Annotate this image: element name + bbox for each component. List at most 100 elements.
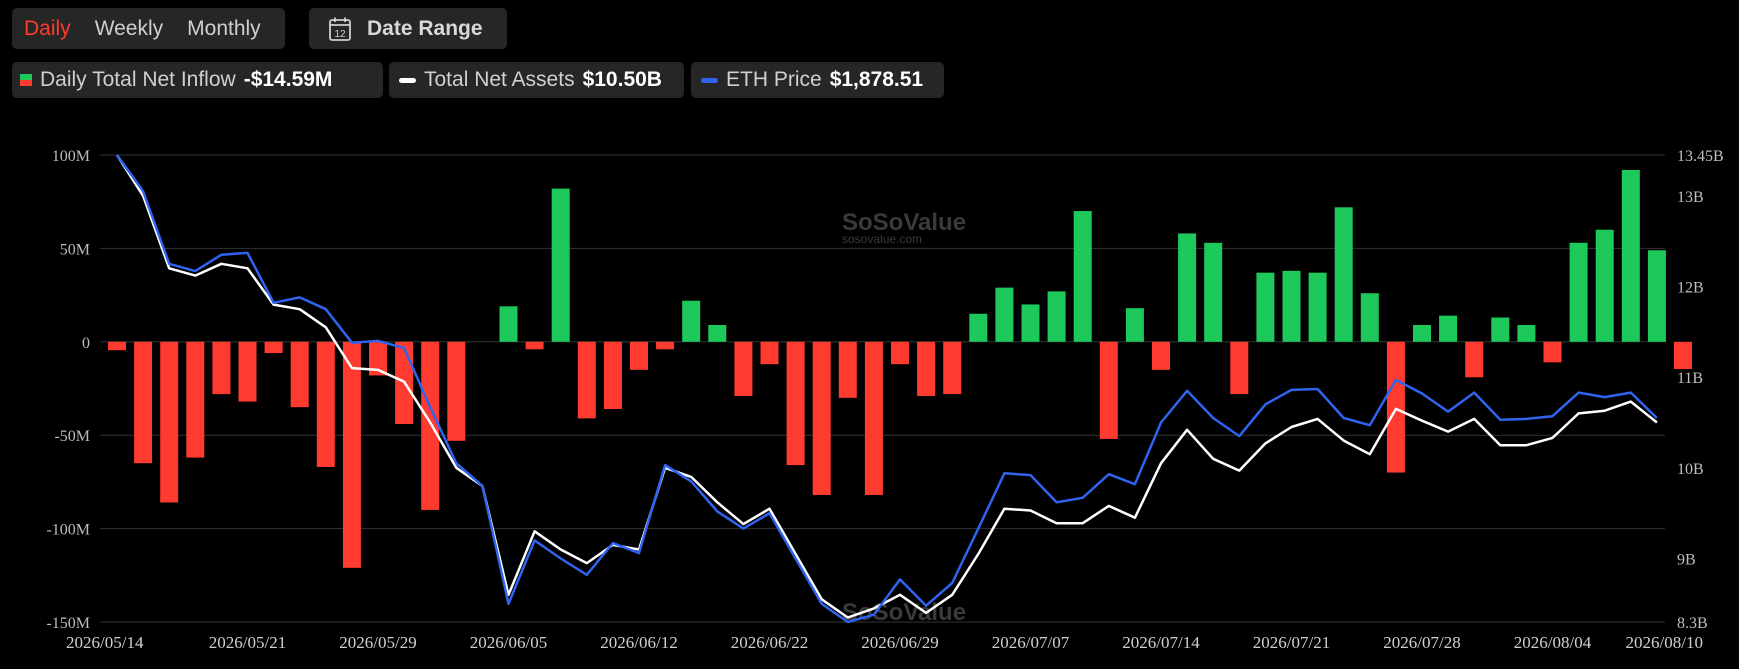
inflow-bar bbox=[1674, 341, 1692, 370]
tab-monthly[interactable]: Monthly bbox=[187, 16, 261, 40]
inflow-bar bbox=[891, 341, 909, 365]
inflow-bar bbox=[1073, 211, 1092, 342]
inflow-bar bbox=[369, 341, 387, 376]
inflow-bar bbox=[786, 341, 805, 466]
left-axis-labels: 100M 50M 0 -50M -100M -150M bbox=[46, 148, 90, 632]
inflow-bar bbox=[1256, 272, 1275, 342]
inflow-bar bbox=[969, 313, 988, 342]
inflow-bar bbox=[995, 287, 1014, 342]
x-axis-labels: 2026/05/14 2026/05/21 2026/05/29 2026/06/05… bbox=[66, 633, 1703, 652]
watermarks: SoSoValue sosovalue.com SoSoValue bbox=[842, 209, 966, 626]
inflow-bar bbox=[943, 341, 962, 395]
inflow-bar bbox=[1413, 324, 1431, 342]
inflow-bar bbox=[812, 341, 831, 495]
inflow-bar bbox=[264, 341, 283, 354]
right-axis-tick: 13.45B bbox=[1677, 148, 1724, 165]
inflow-bar bbox=[577, 341, 596, 419]
inflow-bar bbox=[238, 341, 257, 402]
inflow-bar bbox=[656, 341, 675, 350]
x-axis-tick: 2026/07/07 bbox=[992, 633, 1070, 652]
right-axis-tick: 9B bbox=[1677, 552, 1696, 569]
inflow-bar bbox=[1152, 341, 1170, 370]
inflow-bar bbox=[499, 306, 518, 342]
x-axis-tick: 2026/06/05 bbox=[470, 633, 547, 652]
inflow-bar bbox=[734, 341, 753, 396]
inflow-bar bbox=[1386, 341, 1405, 473]
right-axis-tick: 10B bbox=[1677, 461, 1704, 478]
x-axis-tick: 2026/06/12 bbox=[600, 633, 677, 652]
legend-eth-price[interactable]: ETH Price $1,878.51 bbox=[691, 62, 944, 98]
legend-daily-net-inflow[interactable]: Daily Total Net Inflow -$14.59M bbox=[12, 62, 383, 98]
inflow-bar bbox=[1099, 341, 1118, 439]
interval-tabs: Daily Weekly Monthly bbox=[12, 8, 285, 49]
assets-swatch bbox=[399, 77, 416, 83]
inflow-bar bbox=[1543, 341, 1562, 363]
inflow-bar bbox=[1047, 291, 1066, 342]
x-axis-tick: 2026/07/28 bbox=[1383, 633, 1460, 652]
inflow-bar bbox=[525, 341, 544, 350]
right-axis-tick: 11B bbox=[1677, 370, 1703, 387]
legend-value: $10.50B bbox=[582, 68, 662, 91]
watermark-brand: SoSoValue bbox=[842, 209, 966, 236]
inflow-bar bbox=[917, 341, 936, 396]
eth-price-line bbox=[115, 154, 1658, 624]
inflow-bar bbox=[1308, 272, 1327, 342]
watermark-site: sosovalue.com bbox=[842, 232, 922, 246]
eth-swatch bbox=[701, 77, 718, 83]
inflow-bar bbox=[1125, 308, 1144, 342]
series-lines bbox=[115, 154, 1658, 624]
total-net-assets-line bbox=[115, 154, 1658, 619]
inflow-bar bbox=[864, 341, 883, 495]
inflow-bar bbox=[160, 341, 179, 503]
inflow-bar bbox=[1334, 207, 1353, 342]
inflow-bars bbox=[108, 169, 1692, 568]
x-axis-tick: 2026/07/14 bbox=[1122, 633, 1200, 652]
inflow-bar bbox=[186, 341, 205, 458]
left-axis-tick: -50M bbox=[54, 428, 90, 445]
legend-value: $1,878.51 bbox=[829, 68, 924, 91]
inflow-bar bbox=[630, 341, 648, 370]
inflow-bar bbox=[1647, 250, 1666, 342]
x-axis-tick: 2026/05/14 bbox=[66, 633, 144, 652]
tab-weekly[interactable]: Weekly bbox=[94, 16, 164, 40]
inflow-bar bbox=[1465, 341, 1484, 378]
inflow-bar bbox=[447, 341, 466, 441]
x-axis-tick: 2026/06/29 bbox=[861, 633, 938, 652]
inflow-bar bbox=[1178, 233, 1197, 342]
x-axis-tick: 2026/08/10 bbox=[1626, 633, 1703, 652]
legend-name: Total Net Assets bbox=[424, 68, 575, 91]
legend-name: Daily Total Net Inflow bbox=[40, 68, 236, 91]
inflow-bar bbox=[1595, 229, 1614, 342]
tab-daily[interactable]: Daily bbox=[24, 16, 71, 40]
right-axis-tick: 8.3B bbox=[1677, 615, 1708, 632]
left-axis-tick: 50M bbox=[60, 241, 90, 258]
inflow-bar bbox=[603, 341, 622, 410]
inflow-bar bbox=[838, 341, 857, 398]
x-axis-tick: 2026/05/29 bbox=[339, 633, 416, 652]
calendar-icon: 12 bbox=[329, 17, 351, 41]
inflow-bar bbox=[134, 341, 153, 464]
inflow-bar bbox=[108, 341, 126, 351]
inflow-bar bbox=[1517, 324, 1536, 342]
left-axis-tick: -100M bbox=[46, 522, 90, 539]
inflow-bar bbox=[760, 341, 779, 365]
x-axis-tick: 2026/07/21 bbox=[1253, 633, 1330, 652]
date-range-button[interactable]: 12 Date Range bbox=[309, 8, 507, 49]
inflow-bar bbox=[316, 341, 335, 467]
calendar-icon-number: 12 bbox=[334, 29, 346, 40]
left-axis-tick: 0 bbox=[82, 335, 90, 352]
legend-total-net-assets[interactable]: Total Net Assets $10.50B bbox=[389, 62, 684, 98]
inflow-bar bbox=[1439, 315, 1458, 342]
inflow-bar bbox=[708, 324, 727, 342]
legend-value: -$14.59M bbox=[243, 68, 333, 91]
inflow-bar bbox=[290, 341, 309, 408]
inflow-bar bbox=[1491, 317, 1510, 342]
inflow-bar bbox=[212, 341, 231, 395]
right-axis-labels: 13.45B 13B 12B 11B 10B 9B 8.3B bbox=[1677, 148, 1724, 632]
inflow-bar bbox=[1282, 270, 1301, 342]
right-axis-tick: 13B bbox=[1677, 189, 1704, 206]
inflow-bar bbox=[1204, 242, 1223, 342]
legend-name: ETH Price bbox=[726, 68, 822, 91]
inflow-bar bbox=[1360, 293, 1379, 342]
